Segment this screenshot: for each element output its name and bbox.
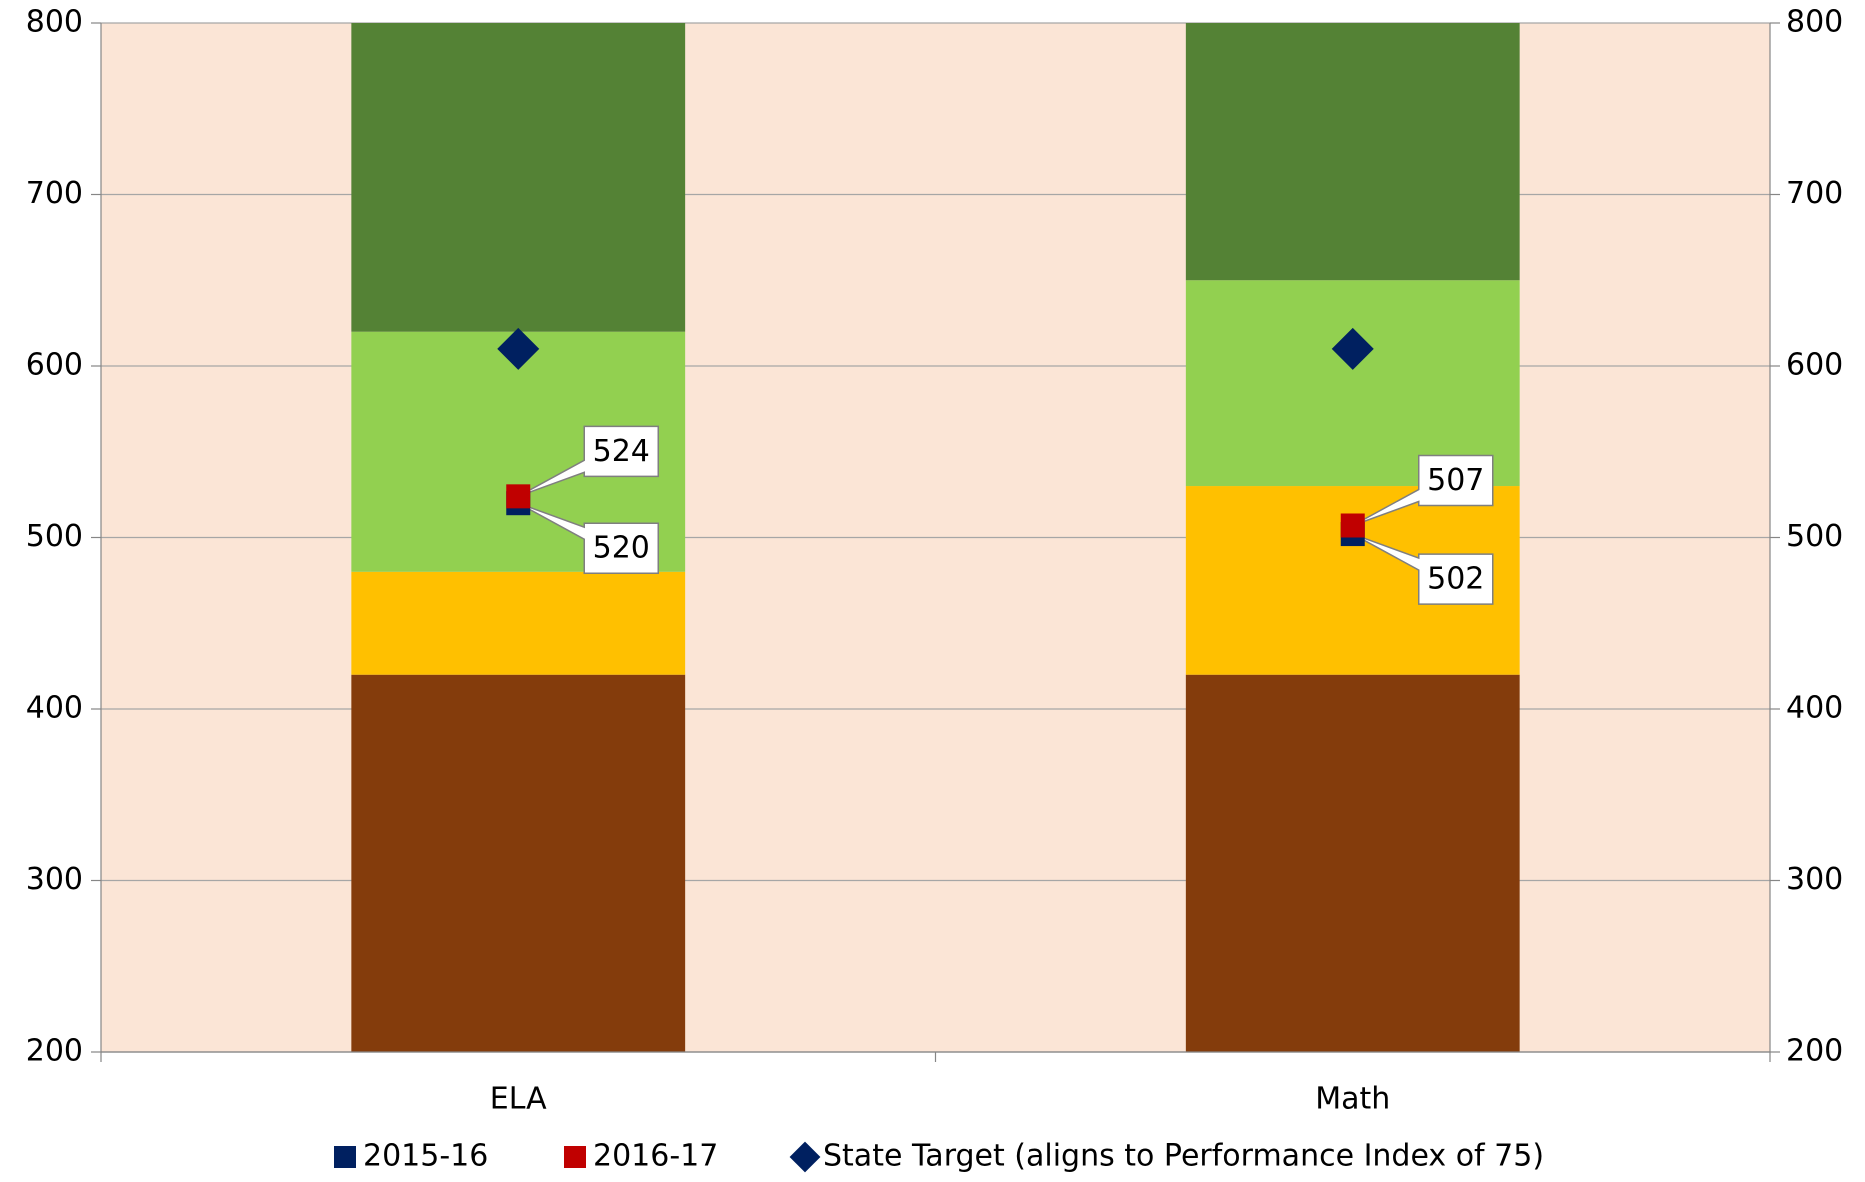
marker bbox=[506, 484, 531, 509]
y-tick-label: 700 bbox=[26, 176, 83, 211]
y2-tick-label: 800 bbox=[1786, 5, 1843, 40]
x-tick-label: ELA bbox=[490, 1082, 547, 1117]
y-tick-label: 200 bbox=[26, 1034, 83, 1069]
bar-segment bbox=[351, 23, 686, 332]
x-tick-label: Math bbox=[1315, 1082, 1390, 1117]
y2-tick-label: 700 bbox=[1786, 176, 1843, 211]
y-tick-label: 800 bbox=[26, 5, 83, 40]
legend-label: 2015-16 bbox=[363, 1139, 488, 1174]
bar-segment bbox=[351, 571, 686, 675]
y2-tick-label: 300 bbox=[1786, 862, 1843, 897]
data-label: 507 bbox=[1427, 463, 1484, 498]
marker bbox=[334, 1146, 356, 1168]
bar-segment bbox=[1185, 280, 1520, 487]
callout bbox=[1352, 533, 1494, 605]
marker bbox=[1340, 513, 1365, 538]
bar-segment bbox=[1185, 23, 1520, 281]
data-label: 520 bbox=[593, 531, 650, 566]
y2-tick-label: 400 bbox=[1786, 691, 1843, 726]
marker bbox=[564, 1146, 586, 1168]
y2-tick-label: 500 bbox=[1786, 519, 1843, 554]
marker bbox=[789, 1141, 821, 1173]
marker bbox=[497, 327, 540, 370]
bar-segment bbox=[351, 674, 686, 1052]
y-tick-label: 600 bbox=[26, 348, 83, 383]
data-label: 524 bbox=[593, 434, 650, 469]
data-label: 502 bbox=[1427, 562, 1484, 597]
legend-label: State Target (aligns to Performance Inde… bbox=[823, 1139, 1544, 1174]
callout bbox=[1352, 454, 1494, 527]
y2-tick-label: 600 bbox=[1786, 348, 1843, 383]
y-tick-label: 500 bbox=[26, 519, 83, 554]
callout bbox=[517, 502, 659, 574]
bar-segment bbox=[1185, 674, 1520, 1052]
y-tick-label: 400 bbox=[26, 691, 83, 726]
legend-label: 2016-17 bbox=[593, 1139, 718, 1174]
callout bbox=[517, 425, 659, 498]
marker bbox=[1331, 327, 1374, 370]
y-tick-label: 300 bbox=[26, 862, 83, 897]
y2-tick-label: 200 bbox=[1786, 1034, 1843, 1069]
